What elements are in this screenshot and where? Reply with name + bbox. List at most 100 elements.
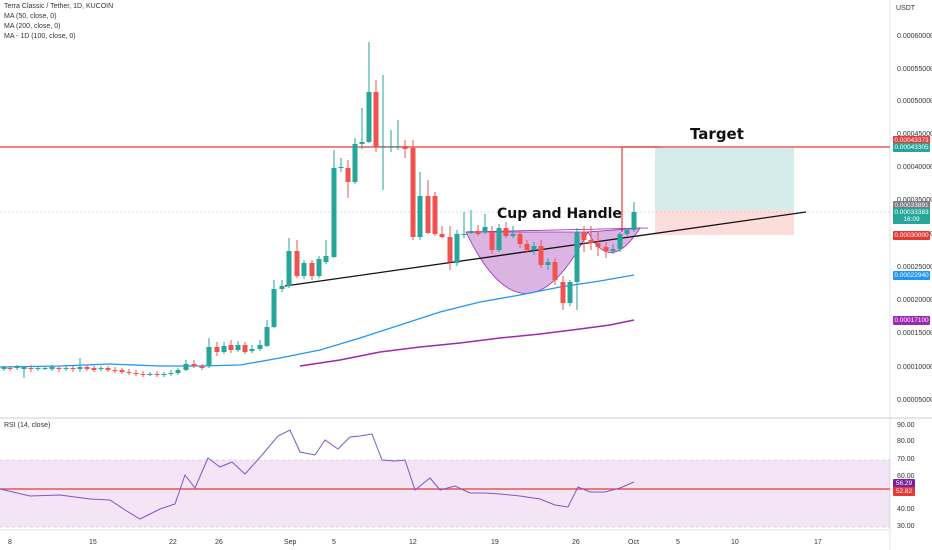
candle-body[interactable]	[475, 231, 481, 234]
candle-body[interactable]	[624, 230, 630, 234]
candle-body[interactable]	[56, 368, 62, 369]
candle-body[interactable]	[154, 374, 160, 375]
candle-body[interactable]	[28, 368, 34, 369]
candle-body[interactable]	[366, 92, 372, 142]
candle-body[interactable]	[482, 227, 488, 232]
ma50-line[interactable]	[0, 274, 635, 368]
candle-body[interactable]	[140, 374, 146, 375]
candle-body[interactable]	[206, 347, 212, 366]
candle-body[interactable]	[581, 232, 587, 240]
candlesticks[interactable]	[1, 42, 637, 378]
candle-body[interactable]	[552, 262, 558, 280]
candle-body[interactable]	[191, 364, 197, 366]
candle-body[interactable]	[63, 368, 69, 369]
loss-zone[interactable]	[655, 210, 794, 235]
candle-body[interactable]	[524, 244, 530, 250]
candle-body[interactable]	[545, 262, 551, 265]
candle-body[interactable]	[119, 370, 125, 372]
candle-body[interactable]	[286, 251, 292, 286]
candle-body[interactable]	[242, 345, 248, 352]
candle-body[interactable]	[538, 246, 544, 265]
candle-body[interactable]	[279, 286, 285, 289]
candle-body[interactable]	[380, 146, 386, 147]
candle-body[interactable]	[42, 368, 48, 369]
candle-body[interactable]	[112, 370, 118, 371]
candle-body[interactable]	[617, 234, 623, 249]
candle-body[interactable]	[454, 234, 460, 263]
candle-body[interactable]	[271, 289, 277, 327]
candle-body[interactable]	[345, 168, 351, 182]
symbol-title[interactable]: Terra Classic / Tether, 1D, KUCOIN	[4, 3, 114, 10]
rsi-line[interactable]	[0, 429, 635, 520]
candle-body[interactable]	[235, 345, 241, 350]
candle-body[interactable]	[323, 256, 329, 262]
candle-body[interactable]	[147, 374, 153, 375]
target-annotation[interactable]: Target	[690, 125, 744, 143]
target-bracket[interactable]	[621, 146, 660, 232]
candle-body[interactable]	[417, 196, 423, 237]
candle-body[interactable]	[84, 367, 90, 369]
candle-body[interactable]	[316, 259, 322, 276]
candle-body[interactable]	[126, 372, 132, 373]
candle-body[interactable]	[425, 196, 431, 233]
candle-body[interactable]	[7, 368, 13, 369]
candle-body[interactable]	[432, 196, 438, 234]
candle-body[interactable]	[168, 373, 174, 374]
candle-body[interactable]	[388, 146, 394, 147]
candle-body[interactable]	[91, 368, 97, 370]
candle-body[interactable]	[631, 212, 637, 230]
candle-body[interactable]	[447, 237, 453, 262]
handle-shape[interactable]	[587, 227, 641, 253]
rsi-legend[interactable]: RSI (14, close)	[4, 422, 51, 429]
candle-body[interactable]	[105, 368, 111, 370]
candle-body[interactable]	[468, 231, 474, 233]
candle-body[interactable]	[496, 228, 502, 250]
candle-body[interactable]	[257, 345, 263, 349]
candle-body[interactable]	[395, 146, 401, 147]
candle-body[interactable]	[98, 368, 104, 369]
candle-body[interactable]	[199, 366, 205, 368]
candle-body[interactable]	[49, 367, 55, 369]
candle-body[interactable]	[1, 367, 7, 369]
candle-body[interactable]	[567, 282, 573, 303]
candle-body[interactable]	[133, 373, 139, 374]
pattern-annotation[interactable]: Cup and Handle	[497, 206, 622, 222]
candle-body[interactable]	[610, 249, 616, 251]
candle-body[interactable]	[228, 345, 234, 350]
candle-body[interactable]	[301, 263, 307, 276]
candle-body[interactable]	[183, 364, 189, 370]
candle-body[interactable]	[439, 234, 445, 237]
candle-body[interactable]	[161, 374, 167, 375]
candle-body[interactable]	[595, 243, 601, 247]
candle-body[interactable]	[359, 142, 365, 144]
ma50-legend[interactable]: MA (50, close, 0)	[4, 13, 57, 20]
candle-body[interactable]	[221, 346, 227, 352]
ma200-legend[interactable]: MA (200, close, 0)	[4, 23, 61, 30]
candle-body[interactable]	[410, 148, 416, 237]
candle-body[interactable]	[249, 349, 255, 351]
candle-body[interactable]	[294, 251, 300, 276]
candle-body[interactable]	[603, 247, 609, 251]
candle-body[interactable]	[70, 368, 76, 369]
candle-body[interactable]	[175, 370, 181, 373]
candle-body[interactable]	[503, 228, 509, 236]
candle-body[interactable]	[402, 146, 408, 149]
candle-body[interactable]	[331, 168, 337, 257]
candle-body[interactable]	[560, 282, 566, 303]
candle-body[interactable]	[14, 366, 20, 368]
candle-body[interactable]	[489, 232, 495, 250]
candle-body[interactable]	[373, 92, 379, 147]
candle-body[interactable]	[352, 144, 358, 182]
candle-body[interactable]	[517, 234, 523, 244]
candle-body[interactable]	[309, 263, 315, 276]
candle-body[interactable]	[510, 234, 516, 236]
candle-body[interactable]	[214, 347, 220, 352]
candle-body[interactable]	[264, 327, 270, 346]
candle-body[interactable]	[588, 240, 594, 243]
ma100-legend[interactable]: MA - 1D (100, close, 0)	[4, 33, 76, 40]
candle-body[interactable]	[21, 367, 27, 369]
ma200-line[interactable]	[299, 319, 635, 367]
candle-body[interactable]	[531, 246, 537, 250]
candle-body[interactable]	[77, 367, 83, 369]
